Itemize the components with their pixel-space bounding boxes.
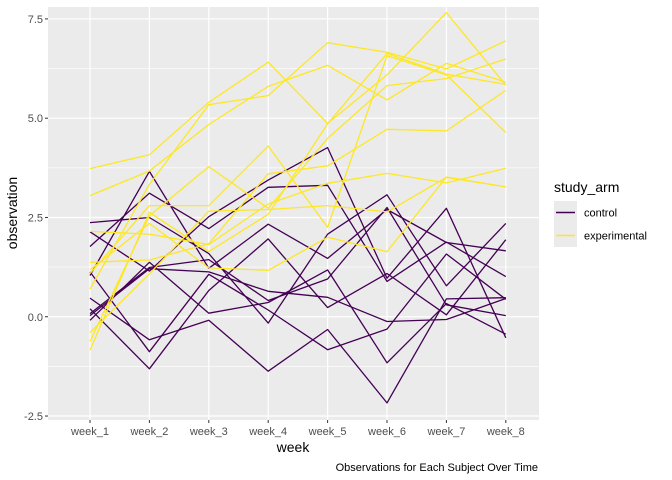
x-tick-label: week_4	[248, 426, 287, 438]
series-line-control	[89, 170, 506, 276]
series-line-experimental	[89, 176, 506, 334]
x-tick-label: week_3	[189, 426, 228, 438]
series-line-experimental	[89, 62, 506, 197]
series-line-experimental	[89, 89, 507, 263]
legend-title: study_arm	[554, 179, 619, 195]
series-line-experimental	[89, 11, 507, 170]
y-axis: -2.5 0.0 2.5 5.0 7.5	[24, 14, 48, 423]
x-tick-label: week_6	[367, 426, 406, 438]
series-line-control	[89, 261, 507, 364]
y-tick-label: 0.0	[28, 312, 43, 324]
legend-label-experimental: experimental	[584, 231, 647, 243]
series-line-control	[89, 238, 507, 370]
chart-caption: Observations for Each Subject Over Time	[336, 462, 538, 474]
y-tick-label: -2.5	[24, 411, 43, 423]
y-tick-label: 5.0	[28, 113, 43, 125]
x-tick-label: week_2	[129, 426, 168, 438]
y-tick-label: 7.5	[28, 14, 43, 26]
y-axis-title: observation	[4, 177, 20, 249]
x-axis-title: week	[276, 439, 311, 455]
series-line-control	[89, 253, 507, 353]
minor-grid	[48, 68, 539, 367]
legend: study_arm control experimental	[554, 179, 647, 247]
series-line-experimental	[89, 52, 506, 351]
series-line-control	[89, 297, 506, 404]
y-tick-label: 2.5	[28, 212, 43, 224]
series-line-experimental	[89, 176, 506, 271]
series-line-experimental	[89, 167, 506, 246]
x-tick-label: week_5	[308, 426, 347, 438]
series-line-experimental	[89, 55, 507, 274]
x-tick-label: week_8	[486, 426, 525, 438]
series-lines	[89, 11, 507, 404]
x-tick-label: week_1	[70, 426, 109, 438]
x-axis: week_1 week_2 week_3 week_4 week_5 week_6 week…	[70, 420, 525, 438]
series-line-experimental	[89, 58, 507, 342]
series-line-control	[89, 206, 506, 317]
legend-label-control: control	[584, 208, 617, 220]
series-line-control	[89, 268, 507, 323]
series-line-experimental	[89, 40, 507, 290]
series-line-control	[89, 146, 507, 339]
series-line-control	[89, 194, 507, 324]
x-tick-label: week_7	[426, 426, 465, 438]
